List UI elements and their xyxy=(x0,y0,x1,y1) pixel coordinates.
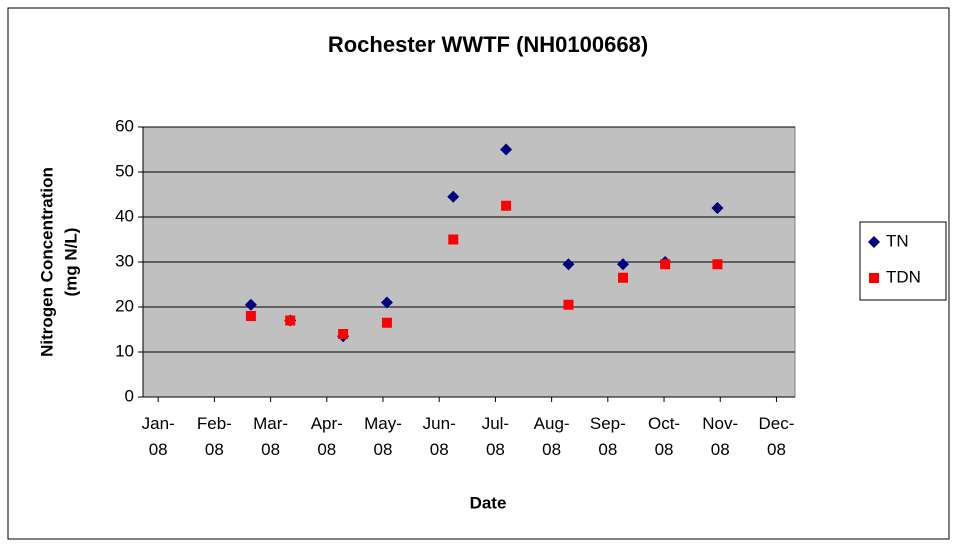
data-point xyxy=(563,299,574,310)
x-tick-label: Apr-08 xyxy=(311,414,343,459)
data-point xyxy=(618,272,629,283)
data-point xyxy=(617,258,630,271)
x-tick-label: Jun-08 xyxy=(423,414,456,459)
y-tick-label: 60 xyxy=(115,116,134,135)
y-tick-label: 10 xyxy=(115,341,134,360)
legend-label: TN xyxy=(886,231,909,250)
chart-title: Rochester WWTF (NH0100668) xyxy=(328,32,648,57)
x-tick-label: Feb-08 xyxy=(197,414,232,459)
data-point xyxy=(245,311,256,321)
x-axis-label: Date xyxy=(470,493,507,512)
x-tick-label: Aug-08 xyxy=(534,414,570,459)
data-point xyxy=(500,143,513,156)
data-point xyxy=(660,259,671,270)
data-point xyxy=(338,329,349,339)
legend-marker xyxy=(868,236,880,248)
legend-marker xyxy=(869,273,879,283)
y-tick-label: 0 xyxy=(125,386,134,405)
data-point xyxy=(712,259,723,270)
data-point xyxy=(501,200,512,211)
x-tick-label: Mar-08 xyxy=(253,414,288,459)
y-axis-label: (mg N/L) xyxy=(61,228,80,297)
data-point xyxy=(448,234,459,245)
data-point xyxy=(285,315,296,326)
y-tick-label: 50 xyxy=(115,161,134,180)
y-tick-label: 30 xyxy=(115,251,134,270)
data-point xyxy=(244,298,257,311)
y-tick-label: 40 xyxy=(115,206,134,225)
x-tick-label: Oct-08 xyxy=(648,414,680,459)
x-tick-label: Nov-08 xyxy=(702,414,738,459)
y-axis-label: Nitrogen Concentration xyxy=(37,167,56,357)
x-tick-label: Jul-08 xyxy=(482,414,509,459)
data-point xyxy=(711,202,724,214)
legend xyxy=(859,221,947,301)
x-tick-label: Dec-08 xyxy=(758,414,794,459)
x-tick-label: Jan-08 xyxy=(142,414,175,459)
data-point xyxy=(380,296,393,309)
data-point xyxy=(447,190,460,203)
legend-label: TDN xyxy=(886,267,921,286)
data-point xyxy=(381,317,392,328)
x-tick-label: May-08 xyxy=(364,414,402,459)
y-tick-label: 20 xyxy=(115,296,134,315)
data-point xyxy=(562,258,575,271)
x-tick-label: Sep-08 xyxy=(590,414,626,459)
